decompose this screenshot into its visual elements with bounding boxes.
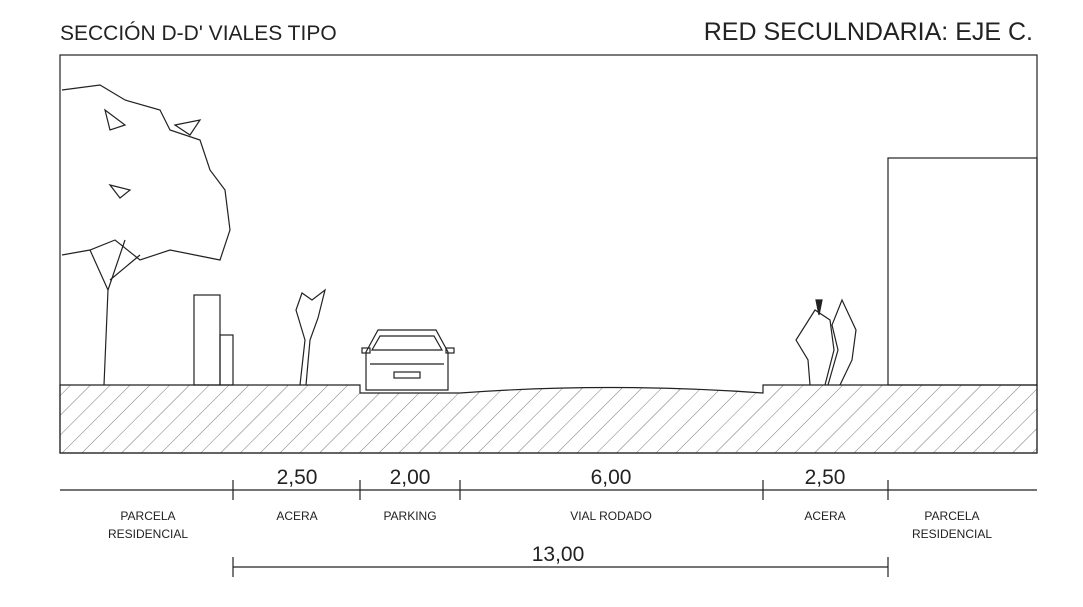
title: SECCIÓN D-D' VIALES TIPO [60, 22, 337, 45]
parcel-label: PARCELA [924, 509, 979, 523]
segment-label: ACERA [804, 509, 845, 523]
segment-label: PARKING [383, 509, 436, 523]
parcel-label: PARCELA [120, 509, 175, 523]
total-dimension: 13,00 [532, 543, 585, 566]
tree [61, 84, 231, 386]
segment-label: ACERA [276, 509, 317, 523]
dimension: 6,00 [591, 466, 632, 489]
dimension: 2,50 [277, 466, 318, 489]
dimension: 2,00 [390, 466, 431, 489]
parcel-label: RESIDENCIAL [108, 527, 188, 541]
subtitle: RED SECULNDARIA: EJE C. [704, 18, 1033, 46]
dimensions: 2,50 2,00 6,00 2,50 13,00 ACERA PARKING … [60, 466, 1037, 577]
people-right [795, 298, 857, 386]
dimension: 2,50 [805, 466, 846, 489]
person [295, 288, 327, 386]
frame [59, 54, 1038, 454]
parcel-label: RESIDENCIAL [912, 527, 992, 541]
segment-label: VIAL RODADO [570, 509, 652, 523]
building [887, 157, 1038, 386]
hedge [193, 294, 234, 386]
car [361, 329, 455, 391]
